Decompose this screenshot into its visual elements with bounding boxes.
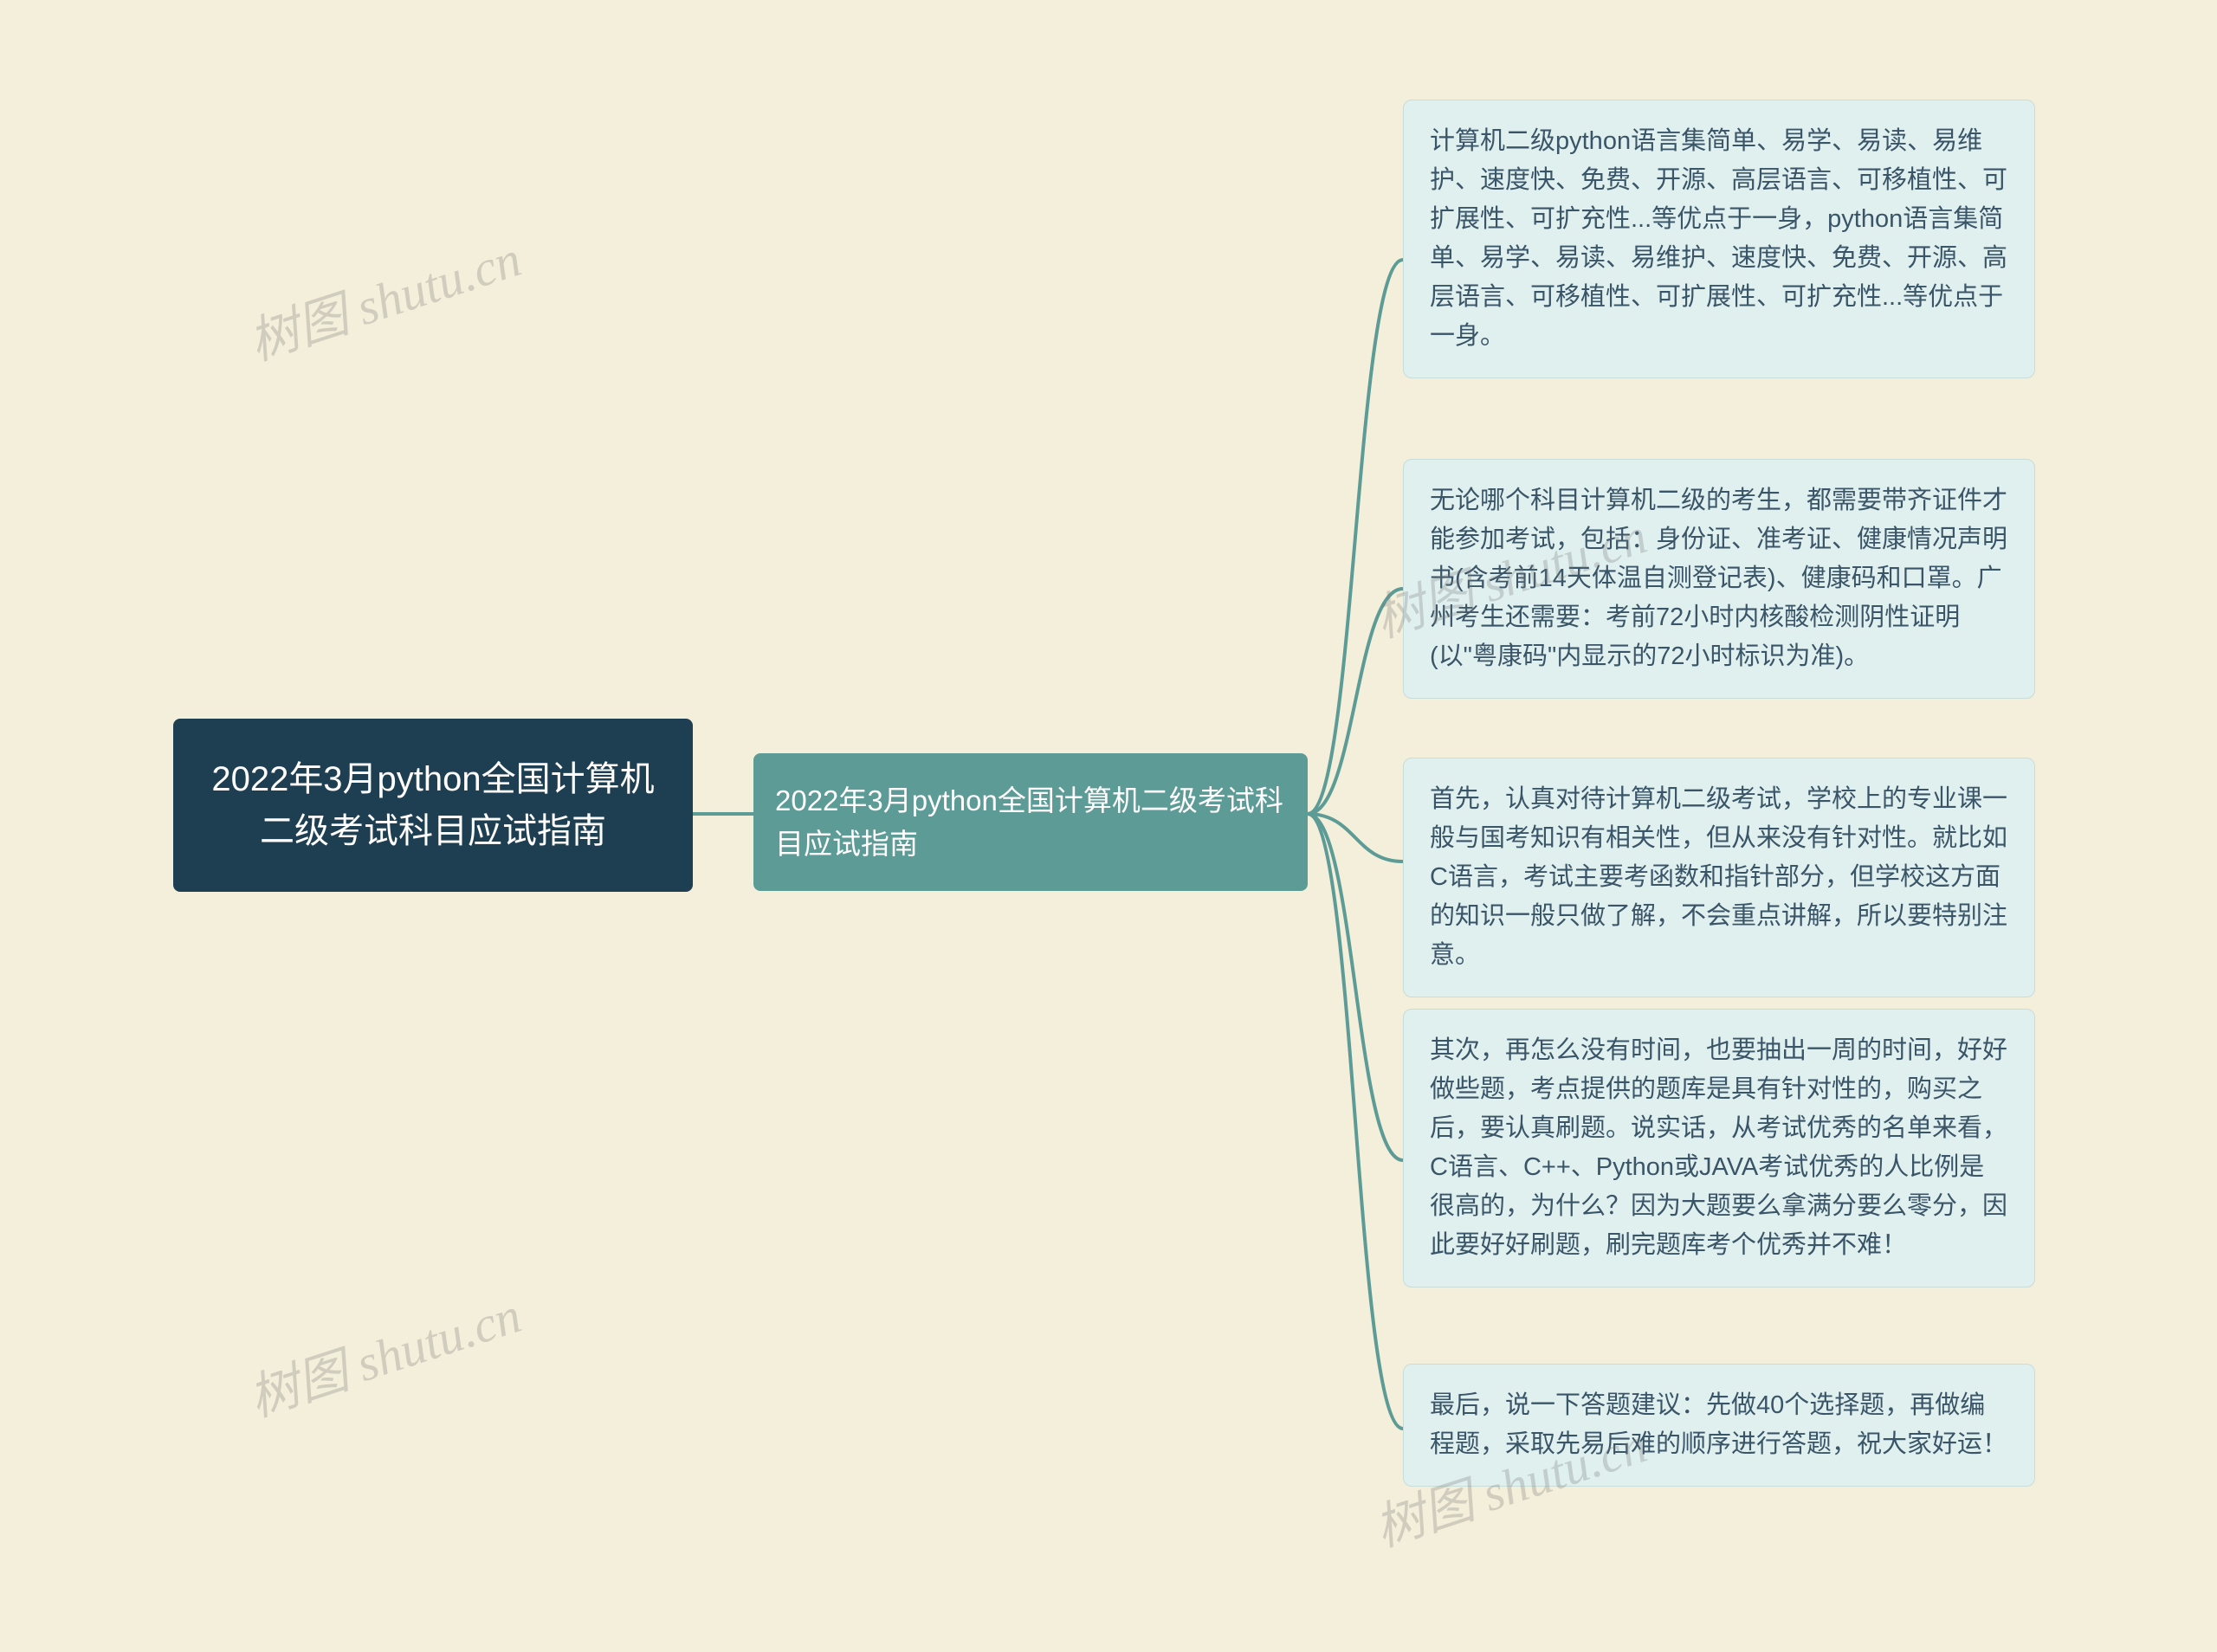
leaf-node-4-text: 其次，再怎么没有时间，也要抽出一周的时间，好好做些题，考点提供的题库是具有针对性… (1430, 1036, 2007, 1259)
leaf-node-3-text: 首先，认真对待计算机二级考试，学校上的专业课一般与国考知识有相关性，但从来没有针… (1430, 785, 2007, 969)
leaf-node-1: 计算机二级python语言集简单、易学、易读、易维护、速度快、免费、开源、高层语… (1403, 100, 2035, 378)
watermark-1-text: 树图 shutu.cn (242, 230, 528, 371)
leaf-node-5: 最后，说一下答题建议：先做40个选择题，再做编程题，采取先易后难的顺序进行答题，… (1403, 1364, 2035, 1487)
root-node: 2022年3月python全国计算机二级考试科目应试指南 (173, 719, 693, 892)
root-node-text: 2022年3月python全国计算机二级考试科目应试指南 (211, 760, 654, 850)
second-node-text: 2022年3月python全国计算机二级考试科目应试指南 (775, 784, 1283, 860)
leaf-node-3: 首先，认真对待计算机二级考试，学校上的专业课一般与国考知识有相关性，但从来没有针… (1403, 758, 2035, 997)
leaf-node-5-text: 最后，说一下答题建议：先做40个选择题，再做编程题，采取先易后难的顺序进行答题，… (1430, 1391, 2007, 1458)
second-node: 2022年3月python全国计算机二级考试科目应试指南 (753, 753, 1308, 891)
leaf-node-4: 其次，再怎么没有时间，也要抽出一周的时间，好好做些题，考点提供的题库是具有针对性… (1403, 1009, 2035, 1287)
leaf-node-2-text: 无论哪个科目计算机二级的考生，都需要带齐证件才能参加考试，包括：身份证、准考证、… (1430, 487, 2007, 670)
watermark-3: 树图 shutu.cn (238, 1274, 528, 1430)
leaf-node-2: 无论哪个科目计算机二级的考生，都需要带齐证件才能参加考试，包括：身份证、准考证、… (1403, 459, 2035, 699)
watermark-3-text: 树图 shutu.cn (242, 1287, 528, 1427)
watermark-1: 树图 shutu.cn (238, 218, 528, 374)
leaf-node-1-text: 计算机二级python语言集简单、易学、易读、易维护、速度快、免费、开源、高层语… (1430, 127, 2007, 350)
